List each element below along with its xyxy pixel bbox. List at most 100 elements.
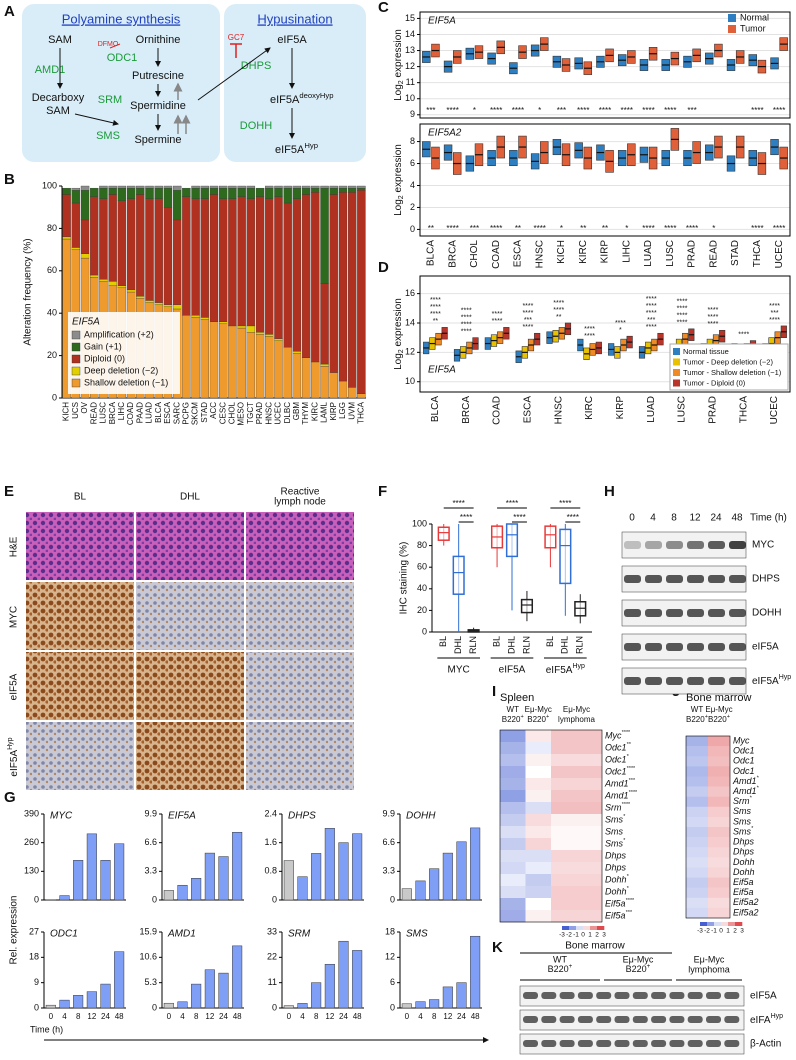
- bar-segment: [136, 194, 145, 297]
- significance: ****: [642, 106, 654, 115]
- bar-segment: [292, 185, 302, 189]
- colorbar: [562, 926, 570, 930]
- blot: [621, 531, 747, 559]
- group-label-sup: +: [647, 963, 651, 970]
- bar: [442, 852, 453, 901]
- bar: [324, 828, 335, 901]
- group-label: WT: [553, 954, 567, 964]
- x-tick-label: GBM: [292, 402, 301, 421]
- heat-cell: [708, 867, 730, 878]
- band: [541, 1040, 557, 1047]
- x-tick-label: LUSC: [99, 402, 108, 424]
- significance: ****: [707, 314, 718, 321]
- box: [22, 4, 220, 162]
- legend-box: [68, 312, 180, 394]
- axis-label: Time (h): [750, 513, 787, 524]
- x-tick-label: 24: [457, 1012, 466, 1021]
- row-label-sig: *: [627, 886, 630, 892]
- heat-cell: [686, 887, 708, 899]
- legend-label: Tumor - Diploid (0): [683, 378, 746, 387]
- bar-segment: [265, 334, 274, 337]
- legend-swatch: [673, 379, 680, 387]
- bar-segment: [219, 185, 228, 189]
- y-tick-label: 20: [417, 605, 427, 615]
- x-tick-label: 48: [353, 1012, 362, 1021]
- bar-segment: [311, 361, 320, 399]
- bar-segment: [311, 192, 320, 363]
- row-label: Dhps: [733, 847, 755, 857]
- band: [596, 992, 612, 999]
- bar-segment: [265, 185, 274, 189]
- bar-segment: [329, 185, 338, 189]
- legend-swatch: [673, 358, 680, 366]
- y-tick-label: 3.3: [144, 866, 157, 876]
- band: [724, 1016, 740, 1023]
- bar: [114, 951, 125, 1009]
- heat-cell: [551, 886, 602, 899]
- x-tick-label: BRCA: [447, 240, 458, 268]
- heat-cell: [525, 874, 551, 887]
- band: [687, 992, 703, 999]
- bar-segment: [182, 187, 191, 197]
- y-tick-label: 11: [268, 977, 277, 987]
- band: [669, 1040, 685, 1047]
- x-tick-label: UCS: [71, 402, 80, 419]
- y-tick-label: 27: [29, 926, 39, 936]
- band: [559, 992, 575, 999]
- bar-segment: [237, 185, 246, 189]
- significance: *: [712, 224, 715, 233]
- x-tick-label: LGG: [338, 402, 347, 419]
- significance: ****: [677, 306, 688, 313]
- row-label-sig: ****: [622, 802, 631, 808]
- heat-cell: [551, 778, 602, 791]
- panel-label: H: [604, 483, 615, 500]
- bar-segment: [200, 319, 209, 399]
- x-tick-label: KICH: [556, 240, 567, 264]
- bar-segment: [228, 325, 237, 399]
- x-tick-label: 8: [432, 1012, 437, 1021]
- band: [708, 643, 725, 651]
- bar: [163, 890, 174, 901]
- heat-cell: [500, 754, 526, 767]
- row-label-sig: *: [751, 826, 754, 832]
- node-sup: Hyp: [304, 141, 318, 150]
- bar: [73, 995, 84, 1009]
- box: [520, 598, 534, 614]
- panel-label: G: [4, 789, 16, 806]
- x-tick-label: LUAD: [643, 240, 654, 267]
- group-label: Eμ-Myc: [563, 705, 590, 714]
- x-tick-label: READ: [708, 240, 719, 268]
- bar-segment: [117, 187, 127, 201]
- x-tick-label: 24: [101, 1012, 110, 1021]
- heat-cell: [500, 886, 526, 899]
- bar: [204, 852, 215, 901]
- significance: **: [580, 224, 586, 233]
- colorbar-label: 1: [588, 932, 592, 939]
- band: [624, 677, 641, 685]
- enzyme: SRM: [98, 94, 122, 106]
- significance: ****: [452, 499, 464, 508]
- significance: ****: [686, 224, 698, 233]
- bar-segment: [357, 185, 366, 189]
- node: SAM: [46, 105, 70, 117]
- heat-cell: [525, 886, 551, 899]
- bar-segment: [301, 185, 311, 189]
- node: Decarboxy: [32, 92, 85, 104]
- heat-cell: [551, 838, 602, 851]
- bar-segment: [265, 187, 274, 199]
- y-tick-label: 0: [410, 224, 415, 234]
- row-label: Myc****: [605, 730, 631, 740]
- y-tick-label: 9.9: [382, 808, 395, 818]
- bar-segment: [283, 346, 292, 399]
- y-axis-label-base: Log: [393, 199, 404, 216]
- heat-cell: [686, 816, 708, 828]
- x-tick-label: LUAD: [145, 402, 154, 424]
- group-label: WT: [691, 705, 704, 714]
- bar-segment: [182, 196, 191, 316]
- significance: ****: [513, 513, 525, 522]
- band: [687, 541, 704, 549]
- bar-segment: [255, 332, 265, 335]
- bar-segment: [154, 185, 163, 189]
- y-axis-label: Log2 expression: [393, 298, 406, 370]
- row-label: Dohh: [733, 867, 755, 877]
